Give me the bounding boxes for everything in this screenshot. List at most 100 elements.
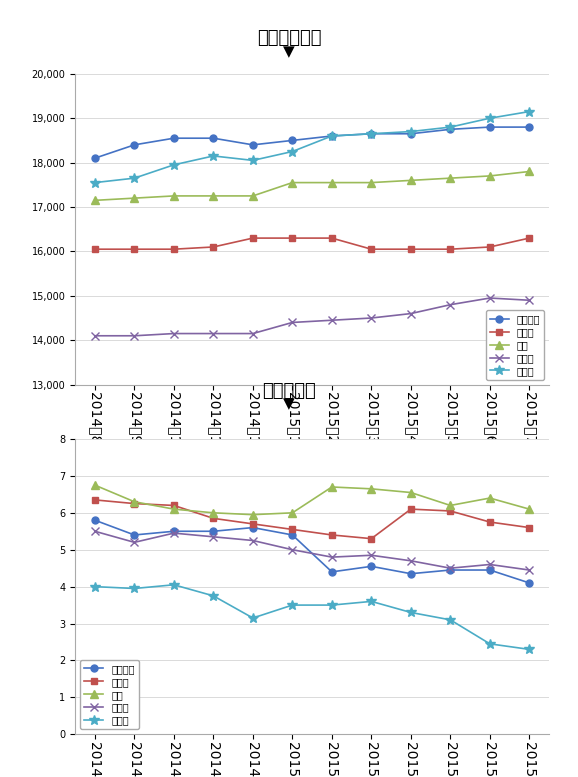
渋谷区 (250, 613, 257, 622)
中央区 (289, 524, 296, 534)
千代田区 (91, 154, 98, 163)
Text: ▼: ▼ (283, 396, 295, 412)
Line: 新宿区: 新宿区 (91, 527, 533, 574)
新宿区 (368, 551, 375, 560)
中央区 (526, 233, 533, 242)
千代田区 (447, 124, 454, 134)
新宿区 (171, 329, 177, 338)
渋谷区 (447, 123, 454, 132)
新宿区 (171, 528, 177, 538)
新宿区 (289, 545, 296, 555)
港区 (250, 510, 257, 519)
新宿区 (447, 300, 454, 309)
中央区 (368, 534, 375, 543)
中央区 (250, 233, 257, 242)
渋谷区 (91, 582, 98, 591)
Line: 中央区: 中央区 (91, 235, 533, 253)
Line: 港区: 港区 (91, 167, 533, 204)
Legend: 千代田区, 中央区, 港区, 新宿区, 渋谷区: 千代田区, 中央区, 港区, 新宿区, 渋谷区 (80, 660, 139, 730)
新宿区 (407, 309, 414, 319)
中央区 (407, 504, 414, 514)
千代田区 (131, 530, 138, 539)
千代田区 (250, 523, 257, 532)
千代田区 (171, 527, 177, 536)
千代田区 (91, 516, 98, 525)
港区 (171, 504, 177, 514)
渋谷区 (289, 601, 296, 610)
千代田区 (289, 136, 296, 145)
中央区 (487, 242, 494, 252)
千代田区 (407, 129, 414, 138)
中央区 (289, 233, 296, 242)
渋谷区 (407, 127, 414, 136)
中央区 (407, 245, 414, 254)
渋谷区 (447, 615, 454, 625)
千代田区 (131, 140, 138, 149)
港区 (131, 193, 138, 203)
新宿区 (447, 563, 454, 573)
港区 (210, 191, 217, 200)
中央区 (131, 499, 138, 508)
新宿区 (407, 556, 414, 566)
新宿区 (328, 315, 335, 325)
中央区 (487, 517, 494, 527)
渋谷区 (289, 147, 296, 156)
港区 (447, 173, 454, 183)
千代田区 (250, 140, 257, 149)
新宿区 (250, 536, 257, 545)
Line: 渋谷区: 渋谷区 (90, 106, 534, 187)
千代田区 (289, 530, 296, 539)
新宿区 (487, 294, 494, 303)
Line: 中央区: 中央区 (91, 497, 533, 542)
中央区 (328, 233, 335, 242)
新宿区 (526, 295, 533, 305)
中央区 (526, 523, 533, 532)
中央区 (210, 514, 217, 523)
千代田区 (328, 567, 335, 577)
港区 (289, 508, 296, 517)
Line: 新宿区: 新宿区 (91, 294, 533, 340)
港区 (487, 493, 494, 503)
中央区 (250, 519, 257, 528)
中央区 (328, 530, 335, 539)
渋谷区 (171, 580, 177, 590)
新宿区 (328, 552, 335, 562)
渋谷区 (368, 597, 375, 606)
中央区 (171, 245, 177, 254)
新宿区 (487, 559, 494, 569)
渋谷区 (91, 178, 98, 187)
港区 (368, 178, 375, 187)
新宿区 (131, 331, 138, 340)
渋谷区 (210, 152, 217, 161)
渋谷区 (328, 601, 335, 610)
中央区 (210, 242, 217, 252)
港区 (526, 167, 533, 176)
港区 (487, 171, 494, 180)
渋谷区 (487, 113, 494, 123)
港区 (171, 191, 177, 200)
Line: 港区: 港区 (91, 481, 533, 519)
渋谷区 (526, 107, 533, 117)
千代田区 (210, 134, 217, 143)
渋谷区 (368, 129, 375, 138)
渋谷区 (407, 608, 414, 617)
中央区 (131, 245, 138, 254)
中央区 (447, 245, 454, 254)
千代田区 (526, 123, 533, 132)
渋谷区 (250, 155, 257, 165)
港区 (91, 480, 98, 490)
千代田区 (171, 134, 177, 143)
中央区 (368, 245, 375, 254)
Line: 渋谷区: 渋谷区 (90, 580, 534, 654)
渋谷区 (328, 131, 335, 141)
中央区 (91, 245, 98, 254)
新宿区 (250, 329, 257, 338)
千代田区 (487, 566, 494, 575)
港区 (328, 483, 335, 492)
Line: 千代田区: 千代田区 (91, 124, 533, 162)
渋谷区 (131, 584, 138, 593)
千代田区 (368, 129, 375, 138)
Text: ▼: ▼ (283, 44, 295, 59)
Legend: 千代田区, 中央区, 港区, 新宿区, 渋谷区: 千代田区, 中央区, 港区, 新宿区, 渋谷区 (486, 310, 544, 380)
港区 (407, 176, 414, 185)
